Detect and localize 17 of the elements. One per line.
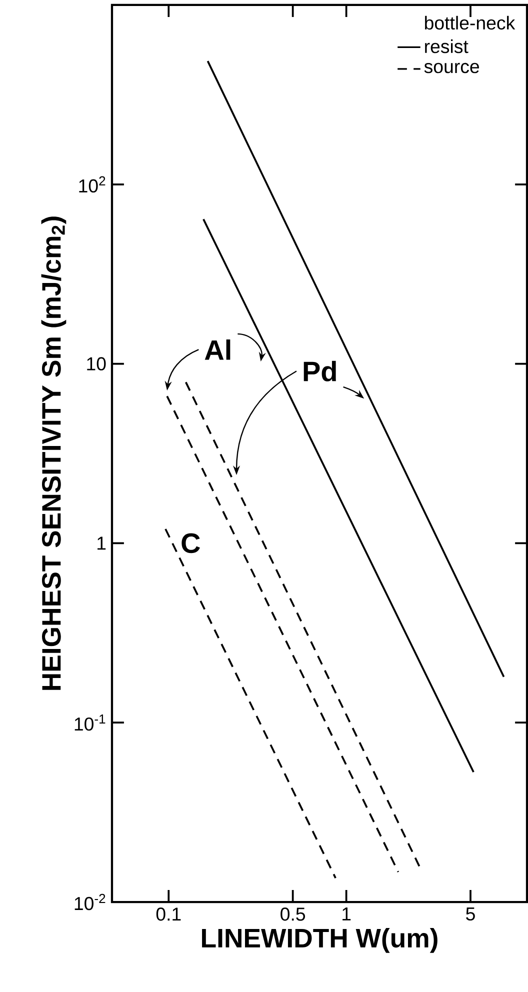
y-tick-label: 10$^{-1}$ — [74, 714, 106, 731]
y-axis-title: HEIGHEST SENSITIVITY Sm (mJ/cm$_{2}$) — [41, 216, 66, 690]
x-tick-label: 5 — [466, 908, 475, 921]
legend-label: source — [424, 62, 479, 74]
x-tick-label: 0.5 — [280, 908, 305, 921]
annotation: Pd — [304, 360, 336, 382]
y-tick-label: 10 — [87, 357, 106, 370]
legend-label: resist — [425, 39, 468, 54]
x-tick-label: 0.1 — [156, 908, 181, 921]
x-axis-title: LINEWIDTH W(um) — [202, 928, 438, 953]
y-tick-label: 10$^{2}$ — [79, 176, 106, 193]
y-tick-label: 10$^{-2}$ — [74, 894, 106, 910]
annotation: Al — [204, 339, 230, 360]
x-tick-label: 1 — [342, 908, 351, 920]
y-tick-label: 1 — [97, 536, 106, 550]
annotation: C — [182, 533, 200, 554]
legend-title: bottle-neck — [425, 16, 516, 30]
